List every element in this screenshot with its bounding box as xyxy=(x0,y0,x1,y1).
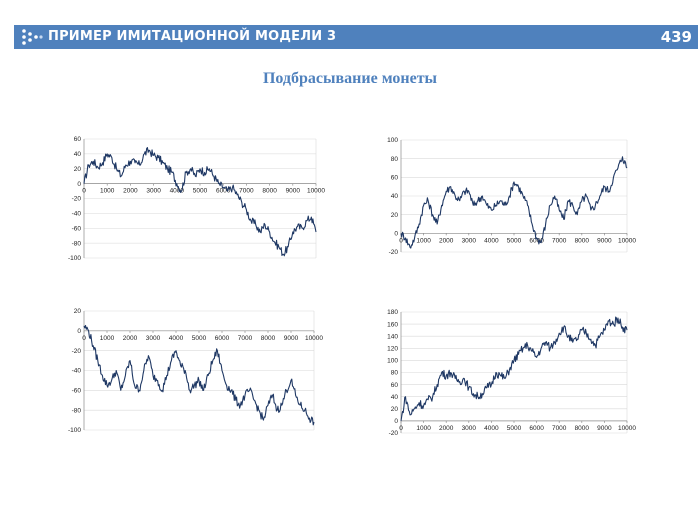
x-tick-label: 0 xyxy=(399,237,403,244)
x-tick-label: 6000 xyxy=(529,425,544,432)
y-tick-label: -40 xyxy=(72,211,82,218)
y-tick-label: 100 xyxy=(387,358,398,365)
x-tick-label: 0 xyxy=(82,335,86,342)
y-tick-label: 80 xyxy=(391,156,399,163)
x-tick-label: 7000 xyxy=(239,188,254,195)
y-tick-label: 20 xyxy=(74,166,82,173)
y-tick-label: 120 xyxy=(387,346,398,353)
x-tick-label: 10000 xyxy=(618,237,636,244)
y-tick-label: 80 xyxy=(391,370,399,377)
x-tick-label: 4000 xyxy=(170,188,185,195)
x-tick-label: 9000 xyxy=(286,188,301,195)
y-tick-label: 160 xyxy=(387,321,398,328)
y-tick-label: -100 xyxy=(68,255,81,262)
x-tick-label: 7000 xyxy=(552,425,567,432)
x-tick-label: 3000 xyxy=(462,425,477,432)
x-tick-label: 4000 xyxy=(484,237,499,244)
series-line xyxy=(83,147,317,257)
y-tick-label: -60 xyxy=(72,388,82,395)
chart-bottom-right: 180 160 140 120 100 80 60 40 20 0 -20 0 1000 2000 3000… xyxy=(367,306,637,445)
y-tick-label: -40 xyxy=(72,368,82,375)
y-tick-label: 140 xyxy=(387,333,398,340)
y-tick-label: -20 xyxy=(72,348,82,355)
x-tick-label: 7000 xyxy=(238,335,253,342)
y-tick-label: -20 xyxy=(389,430,399,437)
x-tick-label: 9000 xyxy=(284,335,299,342)
x-tick-label: 2000 xyxy=(123,335,138,342)
header-title: ПРИМЕР ИМИТАЦИОННОЙ МОДЕЛИ 3 xyxy=(48,29,337,44)
x-tick-label: 6000 xyxy=(529,237,544,244)
series-line xyxy=(83,324,315,426)
x-tick-label: 1000 xyxy=(416,237,431,244)
y-tick-label: 0 xyxy=(77,328,81,335)
x-tick-label: 5000 xyxy=(507,237,522,244)
y-tick-label: -20 xyxy=(389,249,399,256)
x-tick-label: 8000 xyxy=(575,237,590,244)
y-tick-label: 40 xyxy=(391,193,399,200)
x-tick-label: 7000 xyxy=(552,237,567,244)
chart-bottom-left-svg: 200-20-40-60-80-1000 1000 2000 3000 4000 5000… xyxy=(68,308,323,434)
slide-header: ПРИМЕР ИМИТАЦИОННОЙ МОДЕЛИ 3 439 xyxy=(14,25,698,49)
x-tick-label: 2000 xyxy=(439,425,454,432)
x-tick-label: 10000 xyxy=(618,425,636,432)
y-tick-label: 20 xyxy=(391,406,399,413)
chart-bottom-left: 20 0 -20 -40 -60 -80 -100 0 1000 2000 3000 4000 5000… xyxy=(62,305,332,442)
y-tick-label: 40 xyxy=(391,394,399,401)
x-tick-label: 0 xyxy=(82,188,86,195)
series-line xyxy=(400,316,628,421)
x-tick-label: 3000 xyxy=(462,237,477,244)
x-tick-label: 8000 xyxy=(575,425,590,432)
x-tick-label: 10000 xyxy=(307,188,325,195)
slide-subtitle: Подбрасывание монеты xyxy=(262,70,438,87)
chart-top-right: 100 80 60 40 20 0 -20 0 1000 2000 3000 4000 5000 6000… xyxy=(367,134,637,269)
y-tick-label: 0 xyxy=(394,231,398,238)
series-line xyxy=(400,156,628,249)
y-tick-label: 60 xyxy=(391,382,399,389)
x-tick-label: 5000 xyxy=(192,335,207,342)
dots-arrow-icon xyxy=(22,29,43,45)
y-tick-label: 20 xyxy=(74,308,82,315)
x-tick-label: 10000 xyxy=(305,335,323,342)
y-tick-label: 0 xyxy=(77,181,81,188)
x-tick-label: 6000 xyxy=(215,335,230,342)
x-tick-label: 9000 xyxy=(597,425,612,432)
y-tick-label: 180 xyxy=(387,309,398,316)
y-tick-label: -20 xyxy=(72,196,82,203)
x-tick-label: 8000 xyxy=(262,188,277,195)
chart-top-left: 60 40 20 0 -20 -40 -60 -80 -100 0 1000 2000 3000 4000… xyxy=(62,133,332,273)
y-tick-label: -60 xyxy=(72,225,82,232)
y-tick-label: -80 xyxy=(72,240,82,247)
x-tick-label: 3000 xyxy=(146,335,161,342)
x-tick-label: 6000 xyxy=(216,188,231,195)
x-tick-label: 3000 xyxy=(146,188,161,195)
y-tick-label: 100 xyxy=(387,137,398,144)
y-tick-label: 60 xyxy=(391,175,399,182)
x-tick-label: 2000 xyxy=(439,237,454,244)
x-tick-label: 1000 xyxy=(100,188,115,195)
x-tick-label: 9000 xyxy=(597,237,612,244)
x-tick-label: 2000 xyxy=(123,188,138,195)
x-tick-label: 0 xyxy=(399,425,403,432)
x-tick-label: 8000 xyxy=(261,335,276,342)
y-tick-label: 40 xyxy=(74,151,82,158)
y-tick-label: 20 xyxy=(391,212,399,219)
y-tick-label: 0 xyxy=(394,418,398,425)
x-tick-label: 4000 xyxy=(169,335,184,342)
y-tick-label: -80 xyxy=(72,407,82,414)
y-tick-label: -100 xyxy=(68,427,81,434)
y-tick-label: 60 xyxy=(74,136,82,143)
x-tick-label: 4000 xyxy=(484,425,499,432)
x-tick-label: 1000 xyxy=(416,425,431,432)
x-tick-label: 5000 xyxy=(193,188,208,195)
x-tick-label: 1000 xyxy=(100,335,115,342)
x-tick-label: 5000 xyxy=(507,425,522,432)
page-number: 439 xyxy=(660,28,692,46)
